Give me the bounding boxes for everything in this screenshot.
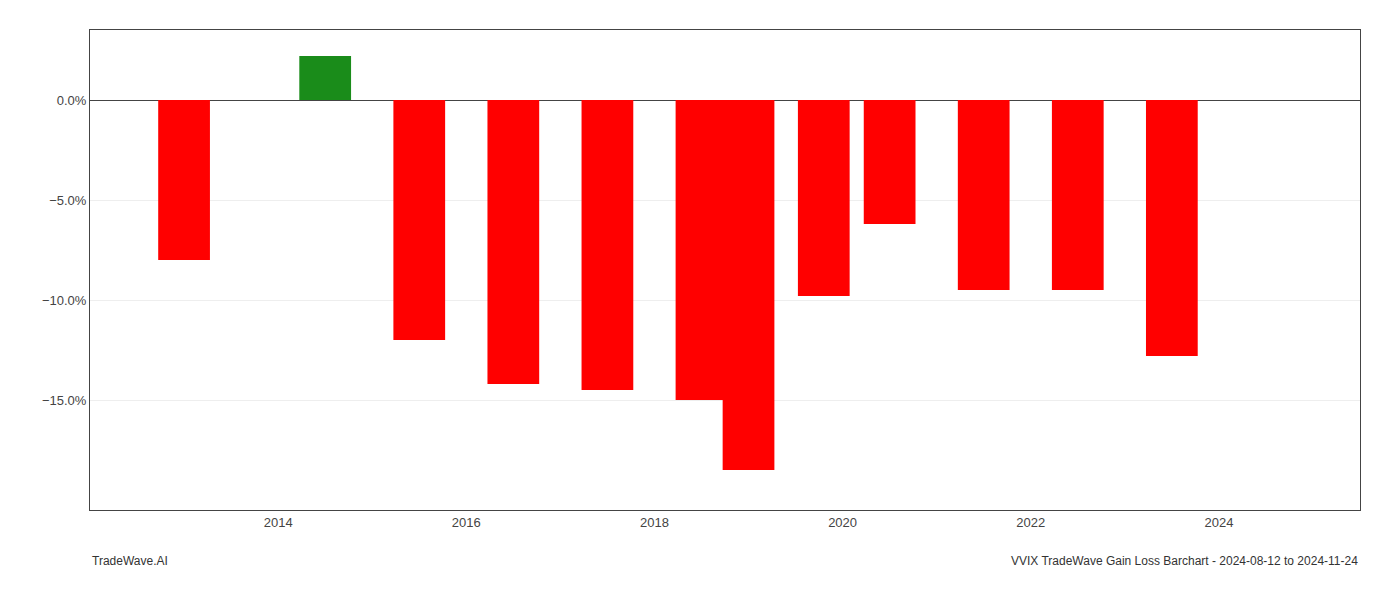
svg-text:2018: 2018 bbox=[640, 515, 669, 530]
svg-text:0.0%: 0.0% bbox=[57, 93, 87, 108]
svg-text:2024: 2024 bbox=[1204, 515, 1233, 530]
svg-text:2022: 2022 bbox=[1016, 515, 1045, 530]
svg-text:2016: 2016 bbox=[452, 515, 481, 530]
svg-text:−10.0%: −10.0% bbox=[42, 293, 87, 308]
svg-text:−15.0%: −15.0% bbox=[42, 393, 87, 408]
svg-text:2020: 2020 bbox=[828, 515, 857, 530]
svg-text:2014: 2014 bbox=[264, 515, 293, 530]
svg-text:VVIX TradeWave Gain Loss Barch: VVIX TradeWave Gain Loss Barchart - 2024… bbox=[1011, 554, 1358, 568]
svg-text:TradeWave.AI: TradeWave.AI bbox=[92, 554, 168, 568]
svg-text:−5.0%: −5.0% bbox=[49, 193, 87, 208]
